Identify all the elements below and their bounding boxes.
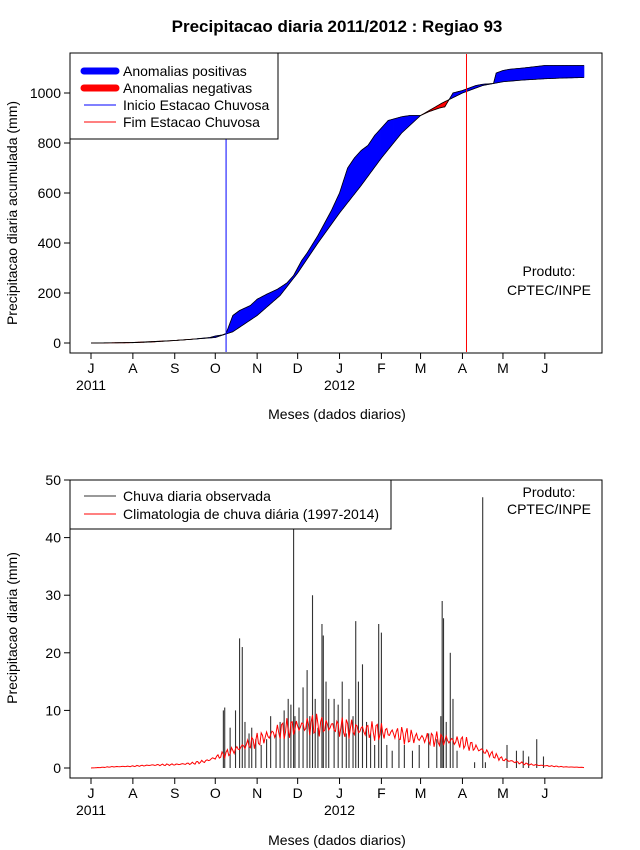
product-note-source: CPTEC/INPE: [507, 501, 591, 517]
y-tick-label: 0: [53, 335, 61, 351]
legend-label-positive: Anomalias positivas: [123, 63, 247, 79]
x-tick-label: F: [377, 785, 386, 801]
year-label: 2011: [76, 377, 106, 393]
climatology-cumulative-line: [90, 77, 585, 344]
year-label: 2011: [76, 802, 106, 818]
x-tick-label: S: [170, 360, 179, 376]
x-tick-label: O: [210, 360, 221, 376]
x-tick-label: A: [128, 785, 138, 801]
y-tick-label: 10: [45, 702, 61, 718]
x-tick-label: S: [170, 785, 179, 801]
x-tick-label: N: [252, 360, 262, 376]
x-tick-label: J: [541, 360, 548, 376]
x-tick-label: J: [336, 360, 343, 376]
y-tick-label: 50: [45, 472, 61, 488]
y-axis: 0 10 20 30 40 50: [45, 472, 71, 776]
daily-rain-plot-area: [90, 497, 585, 769]
x-tick-label: A: [458, 785, 468, 801]
x-tick-label: D: [293, 785, 303, 801]
x-tick-label: M: [497, 785, 509, 801]
legend-label-negative: Anomalias negativas: [123, 80, 252, 96]
y-tick-label: 400: [38, 235, 62, 251]
x-axis-label: Meses (dados diarios): [268, 406, 406, 422]
x-tick-label: N: [252, 785, 262, 801]
x-tick-label: D: [293, 360, 303, 376]
x-tick-label: J: [88, 360, 95, 376]
y-tick-label: 800: [38, 135, 62, 151]
x-tick-label: A: [458, 360, 468, 376]
legend-box: [69, 479, 392, 530]
product-note-source: CPTEC/INPE: [507, 282, 591, 298]
year-label: 2012: [324, 377, 355, 393]
x-tick-label: O: [210, 785, 221, 801]
legend-label-season-end: Fim Estacao Chuvosa: [123, 114, 260, 130]
product-note-label: Produto:: [523, 263, 576, 279]
y-tick-label: 200: [38, 285, 62, 301]
year-label: 2012: [324, 802, 355, 818]
positive-anomaly-segment: [582, 65, 585, 78]
y-axis-label: Precipitacao diaria (mm): [4, 552, 20, 704]
y-tick-label: 600: [38, 185, 62, 201]
legend: Chuva diaria observada Climatologia de c…: [69, 479, 392, 530]
y-tick-label: 0: [53, 760, 61, 776]
y-tick-label: 30: [45, 587, 61, 603]
y-tick-label: 1000: [30, 85, 61, 101]
chart-title: Precipitacao diaria 2011/2012 : Regiao 9…: [172, 17, 503, 36]
y-tick-label: 20: [45, 645, 61, 661]
x-tick-label: M: [415, 360, 427, 376]
x-axis-label: Meses (dados diarios): [268, 832, 406, 848]
x-tick-label: F: [377, 360, 386, 376]
daily-rain-bars: [222, 497, 545, 768]
product-note-label: Produto:: [523, 484, 576, 500]
y-tick-label: 40: [45, 530, 61, 546]
x-tick-label: J: [336, 785, 343, 801]
x-tick-label: J: [541, 785, 548, 801]
legend-label-season-start: Inicio Estacao Chuvosa: [123, 97, 270, 113]
legend-label-climatology: Climatologia de chuva diária (1997-2014): [123, 506, 379, 522]
x-tick-label: M: [415, 785, 427, 801]
legend-label-observed: Chuva diaria observada: [123, 488, 271, 504]
y-axis-label: Precipitacao diaria acumulada (mm): [4, 101, 20, 325]
x-tick-label: M: [497, 360, 509, 376]
legend: Anomalias positivas Anomalias negativas …: [69, 52, 279, 140]
x-tick-label: A: [128, 360, 138, 376]
cumulative-chart: Precipitacao diaria 2011/2012 : Regiao 9…: [4, 17, 603, 422]
y-axis: 0 200 400 600 800 1000: [30, 85, 71, 351]
climatology-line: [90, 713, 585, 769]
x-tick-label: J: [88, 785, 95, 801]
legend-box: [69, 52, 279, 140]
cumulative-plot-area: [90, 54, 585, 352]
